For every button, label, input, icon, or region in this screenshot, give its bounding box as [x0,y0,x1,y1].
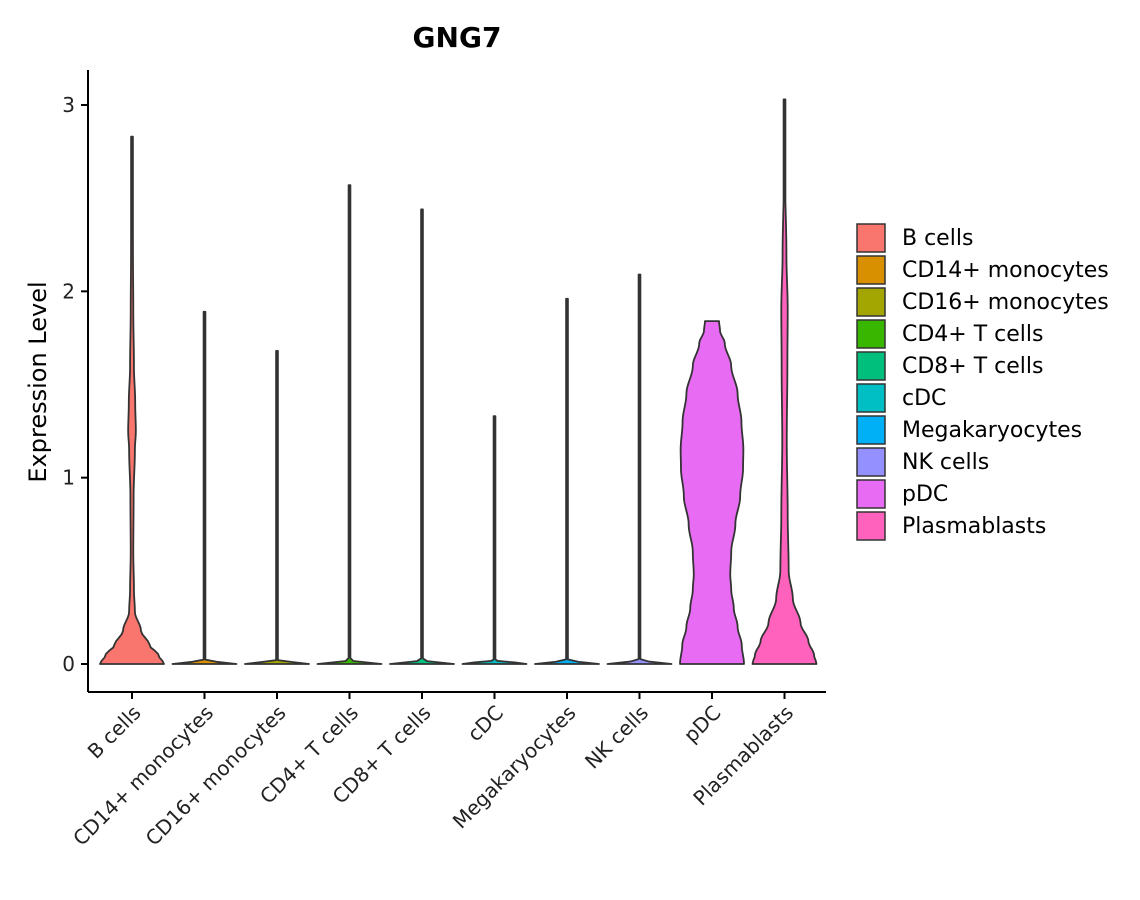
legend-swatch [856,479,886,509]
y-axis-title: Expression Level [24,281,52,482]
legend-swatch [856,351,886,381]
violin-cd14-monocytes [171,310,238,665]
legend-label: Megakaryocytes [902,418,1082,443]
x-tick-label: cDC [463,701,509,747]
chart-title: GNG7 [413,21,502,54]
legend-label: CD4+ T cells [902,322,1043,347]
legend: B cells CD14+ monocytes CD16+ monocytes CD4… [856,223,1109,541]
x-tick-label: pDC [679,701,726,748]
legend-swatch [856,383,886,413]
violin-b-cells [99,135,165,665]
violin-megakaryocytes [534,297,600,665]
y-ticks: 0 1 2 3 [62,93,88,676]
x-tick-label: CD16+ monocytes [141,701,291,851]
violin-cd8-t-cells [389,208,455,665]
violin-cdc [461,415,528,665]
legend-label: B cells [902,226,973,251]
legend-label: cDC [902,386,946,411]
legend-label: CD16+ monocytes [902,290,1109,315]
violin-nk-cells [606,273,673,665]
x-tick-label: Megakaryocytes [448,701,581,834]
violin-pdc [679,320,745,665]
legend-label: pDC [902,482,948,507]
legend-swatch [856,319,886,349]
violin-cd16-monocytes [244,350,310,665]
legend-swatch [856,287,886,317]
violin-cd4-t-cells [316,184,383,665]
legend-swatch [856,255,886,285]
legend-swatch [856,223,886,253]
x-tick-label: CD14+ monocytes [68,701,218,851]
legend-label: Plasmablasts [902,514,1046,539]
violin-plasmablasts [751,98,818,665]
legend-label: CD14+ monocytes [902,258,1109,283]
y-tick-label: 1 [62,466,75,490]
y-tick-label: 0 [62,652,75,676]
legend-swatch [856,511,886,541]
legend-label: CD8+ T cells [902,354,1043,379]
legend-label: NK cells [902,450,989,475]
legend-swatch [856,447,886,477]
y-tick-label: 3 [62,93,75,117]
y-tick-label: 2 [62,279,75,303]
x-tick-label: NK cells [580,701,653,774]
legend-swatch [856,415,886,445]
violin-group [99,98,818,665]
x-tick-label: B cells [83,701,146,764]
